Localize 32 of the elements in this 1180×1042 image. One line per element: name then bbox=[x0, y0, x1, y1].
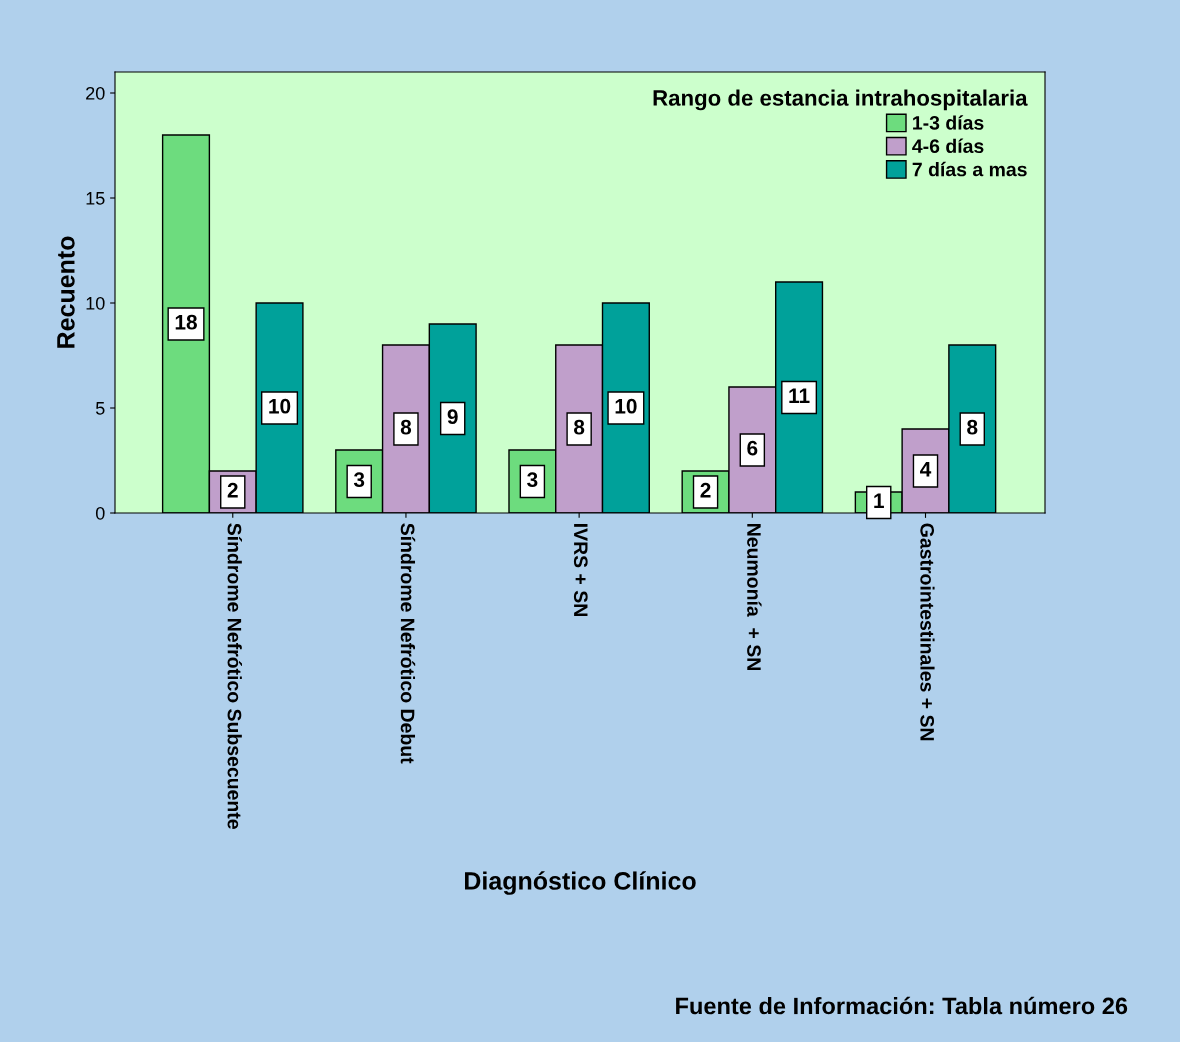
data-label: 10 bbox=[269, 398, 291, 414]
legend-title: Rango de estancia intrahospitalaria bbox=[653, 89, 1028, 111]
x-tick-label: Gastrointestinales + SN bbox=[920, 523, 935, 741]
y-tick-label: 20 bbox=[86, 86, 105, 100]
source-note: Fuente de Información: Tabla número 26 bbox=[676, 996, 1128, 1015]
data-label: 4 bbox=[920, 462, 932, 477]
legend-label: 7 días a mas bbox=[912, 161, 1027, 177]
data-label: 3 bbox=[353, 472, 365, 488]
x-tick-label: IVRS + SN bbox=[573, 524, 588, 616]
legend-label: 4-6 días bbox=[912, 138, 984, 154]
data-label: 8 bbox=[967, 419, 978, 435]
x-axis-title: Diagnóstico Clínico bbox=[465, 871, 696, 895]
data-label: 10 bbox=[615, 398, 637, 414]
y-tick-label: 5 bbox=[95, 402, 105, 415]
y-tick-label: 10 bbox=[86, 296, 105, 310]
data-label: 2 bbox=[700, 482, 711, 498]
y-tick-label: 0 bbox=[95, 506, 105, 520]
legend-label: 1-3 días bbox=[913, 115, 984, 130]
x-tick-label: Neumonía + SN bbox=[747, 524, 762, 670]
data-label: 6 bbox=[747, 440, 758, 456]
data-label: 3 bbox=[527, 472, 538, 488]
data-label: 11 bbox=[789, 388, 810, 403]
data-label: 8 bbox=[400, 419, 412, 435]
x-tick-label: Síndrome Nefrótico Debut bbox=[400, 523, 416, 764]
data-label: 18 bbox=[175, 314, 197, 330]
data-label: 2 bbox=[227, 482, 238, 498]
y-axis-title: Recuento bbox=[57, 236, 75, 348]
y-tick-label: 15 bbox=[86, 192, 105, 205]
data-label: 1 bbox=[874, 493, 884, 508]
x-tick-label: Síndrome Nefrótico Subsecuente bbox=[227, 523, 242, 829]
data-label: 9 bbox=[447, 409, 458, 425]
data-label: 8 bbox=[574, 419, 585, 435]
